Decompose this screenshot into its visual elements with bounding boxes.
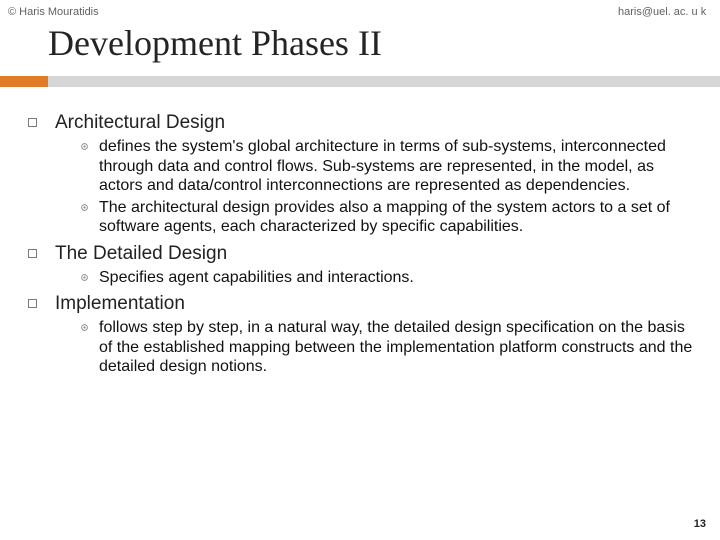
section-heading-text: Architectural Design — [55, 112, 225, 134]
circle-dot-icon — [80, 273, 89, 282]
square-bullet-icon — [28, 118, 37, 127]
content-area: Architectural Design defines the system'… — [28, 112, 698, 383]
page-number: 13 — [694, 518, 706, 530]
accent-orange — [0, 76, 48, 87]
circle-dot-icon — [80, 142, 89, 151]
section-heading-text: Implementation — [55, 293, 185, 315]
square-bullet-icon — [28, 249, 37, 258]
slide-title: Development Phases II — [48, 22, 382, 64]
bullet-text: defines the system's global architecture… — [99, 137, 698, 196]
section-points: Specifies agent capabilities and interac… — [80, 268, 698, 288]
email-text: haris@uel. ac. u k — [618, 6, 708, 18]
bullet-text: follows step by step, in a natural way, … — [99, 318, 698, 377]
bullet-point: defines the system's global architecture… — [80, 137, 698, 196]
bullet-text: Specifies agent capabilities and interac… — [99, 268, 414, 288]
bullet-text: The architectural design provides also a… — [99, 198, 698, 237]
circle-dot-icon — [80, 323, 89, 332]
section-heading-text: The Detailed Design — [55, 243, 227, 265]
square-bullet-icon — [28, 299, 37, 308]
accent-bar — [0, 76, 720, 87]
section-heading: Implementation — [28, 293, 698, 315]
section-heading: The Detailed Design — [28, 243, 698, 265]
bullet-point: Specifies agent capabilities and interac… — [80, 268, 698, 288]
accent-grey — [48, 76, 720, 87]
section-points: follows step by step, in a natural way, … — [80, 318, 698, 377]
bullet-point: follows step by step, in a natural way, … — [80, 318, 698, 377]
section-heading: Architectural Design — [28, 112, 698, 134]
slide: © Haris Mouratidis haris@uel. ac. u k De… — [0, 0, 720, 540]
bullet-point: The architectural design provides also a… — [80, 198, 698, 237]
circle-dot-icon — [80, 203, 89, 212]
copyright-text: © Haris Mouratidis — [8, 6, 99, 18]
section-points: defines the system's global architecture… — [80, 137, 698, 237]
